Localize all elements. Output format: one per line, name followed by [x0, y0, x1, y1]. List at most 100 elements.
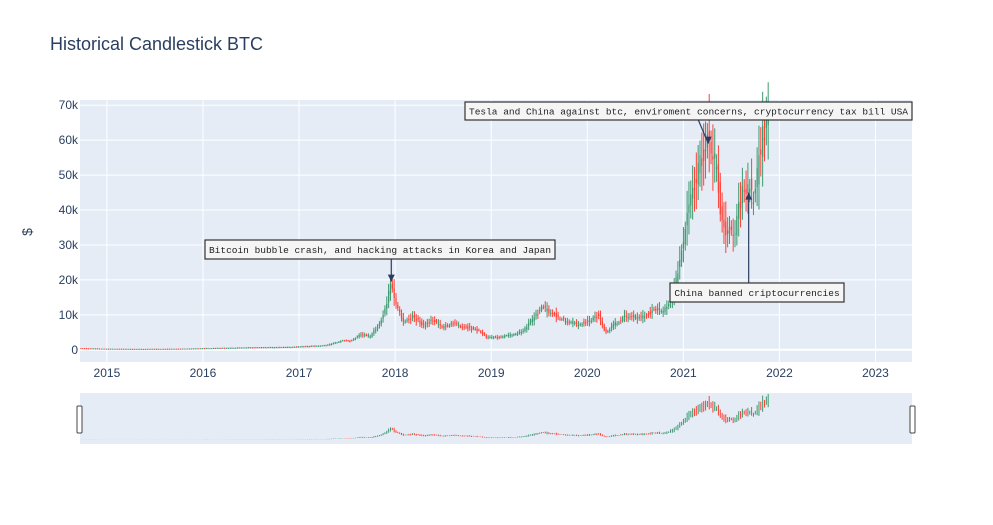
candle-body — [544, 306, 546, 308]
candle-body — [113, 348, 115, 350]
candle-body — [596, 316, 598, 318]
candle-body — [762, 125, 764, 158]
candle-body — [290, 347, 292, 349]
candle-body — [83, 348, 86, 350]
candle-body — [181, 348, 183, 350]
candle-body — [618, 322, 620, 324]
candle-body — [273, 347, 276, 349]
candle-body — [218, 347, 220, 349]
x-tick-label: 2017 — [286, 366, 313, 380]
candle-body — [697, 162, 699, 185]
candle-body — [91, 348, 93, 350]
candle-body — [516, 333, 519, 335]
candle-body — [469, 326, 471, 328]
plot-area[interactable] — [80, 100, 912, 362]
candle-body — [238, 347, 241, 349]
candle-body — [520, 331, 522, 333]
candle-body — [166, 348, 169, 350]
candle-body — [610, 326, 613, 329]
candle-body — [303, 346, 305, 348]
candle-body — [351, 340, 353, 342]
candle-body — [627, 317, 629, 319]
candle-body — [352, 338, 355, 341]
candle-body — [708, 130, 710, 137]
candle-body — [194, 348, 196, 350]
candle-body — [380, 320, 382, 325]
candle-body — [741, 186, 744, 203]
candle-body — [474, 328, 476, 330]
candle-body — [277, 347, 279, 349]
candle-body — [518, 331, 521, 333]
candle-body — [295, 346, 298, 348]
candle-body — [286, 347, 288, 349]
y-tick-label: 50k — [59, 168, 79, 182]
range-slider-right-handle[interactable] — [909, 405, 916, 434]
candle-body — [734, 233, 736, 235]
candle-body — [559, 318, 561, 320]
candle-body — [100, 348, 102, 350]
candle-body — [222, 347, 224, 349]
candle-body — [262, 347, 264, 349]
candle-body — [225, 347, 228, 349]
candle-body — [96, 348, 99, 350]
candle-body — [341, 340, 344, 342]
candle-body — [726, 230, 729, 235]
candle-body — [463, 326, 465, 328]
candle-body — [668, 304, 670, 307]
candle-body — [144, 348, 147, 350]
candle-body — [126, 348, 128, 350]
candle-body — [375, 329, 377, 331]
x-tick-label: 2016 — [190, 366, 217, 380]
candle-body — [461, 326, 463, 328]
candle-body — [349, 341, 351, 343]
candle-body — [634, 315, 637, 319]
candle-body — [253, 347, 255, 349]
candle-body — [270, 347, 272, 349]
candle-body — [457, 324, 460, 326]
range-slider[interactable] — [80, 393, 912, 444]
candle-body — [159, 348, 161, 350]
candle-body — [485, 335, 487, 338]
range-slider-left-handle[interactable] — [76, 405, 83, 434]
candle-body — [728, 227, 731, 234]
candle-body — [329, 344, 331, 346]
candle-body — [251, 347, 253, 349]
candle-body — [229, 347, 231, 349]
candle-body — [680, 250, 683, 262]
candle-body — [327, 344, 329, 346]
annotations: Bitcoin bubble crash, and hacking attack… — [204, 101, 913, 303]
x-tick-label: 2023 — [862, 366, 889, 380]
candle-body — [301, 346, 303, 348]
candle-body — [310, 345, 312, 347]
candle-body — [146, 348, 148, 350]
candle-body — [631, 316, 633, 318]
candle-body — [621, 317, 624, 322]
candle-body — [684, 228, 686, 245]
candle-body — [150, 348, 152, 350]
candle-body — [675, 277, 677, 286]
candle-body — [334, 342, 336, 344]
candle-body — [765, 114, 767, 129]
candle-body — [163, 348, 165, 350]
candle-body — [745, 188, 747, 194]
candle-body — [620, 320, 622, 322]
candle-body — [235, 347, 237, 349]
candle-body — [703, 149, 705, 161]
candle-body — [200, 348, 202, 350]
candle-body — [244, 347, 246, 349]
candle-body — [640, 316, 642, 318]
candle-body — [574, 322, 576, 325]
candle-body — [478, 329, 480, 331]
candle-body — [690, 194, 692, 206]
candle-body — [281, 347, 283, 349]
candle-body — [317, 345, 320, 347]
candle-body — [153, 348, 156, 350]
candle-body — [203, 348, 206, 350]
candle-body — [135, 348, 137, 350]
candle-body — [439, 324, 441, 326]
candle-body — [651, 310, 653, 314]
candle-body — [564, 321, 567, 323]
annotation: Tesla and China against btc, enviroment … — [464, 101, 913, 144]
candle-body — [749, 189, 751, 193]
annotation-arrowhead — [704, 136, 712, 144]
